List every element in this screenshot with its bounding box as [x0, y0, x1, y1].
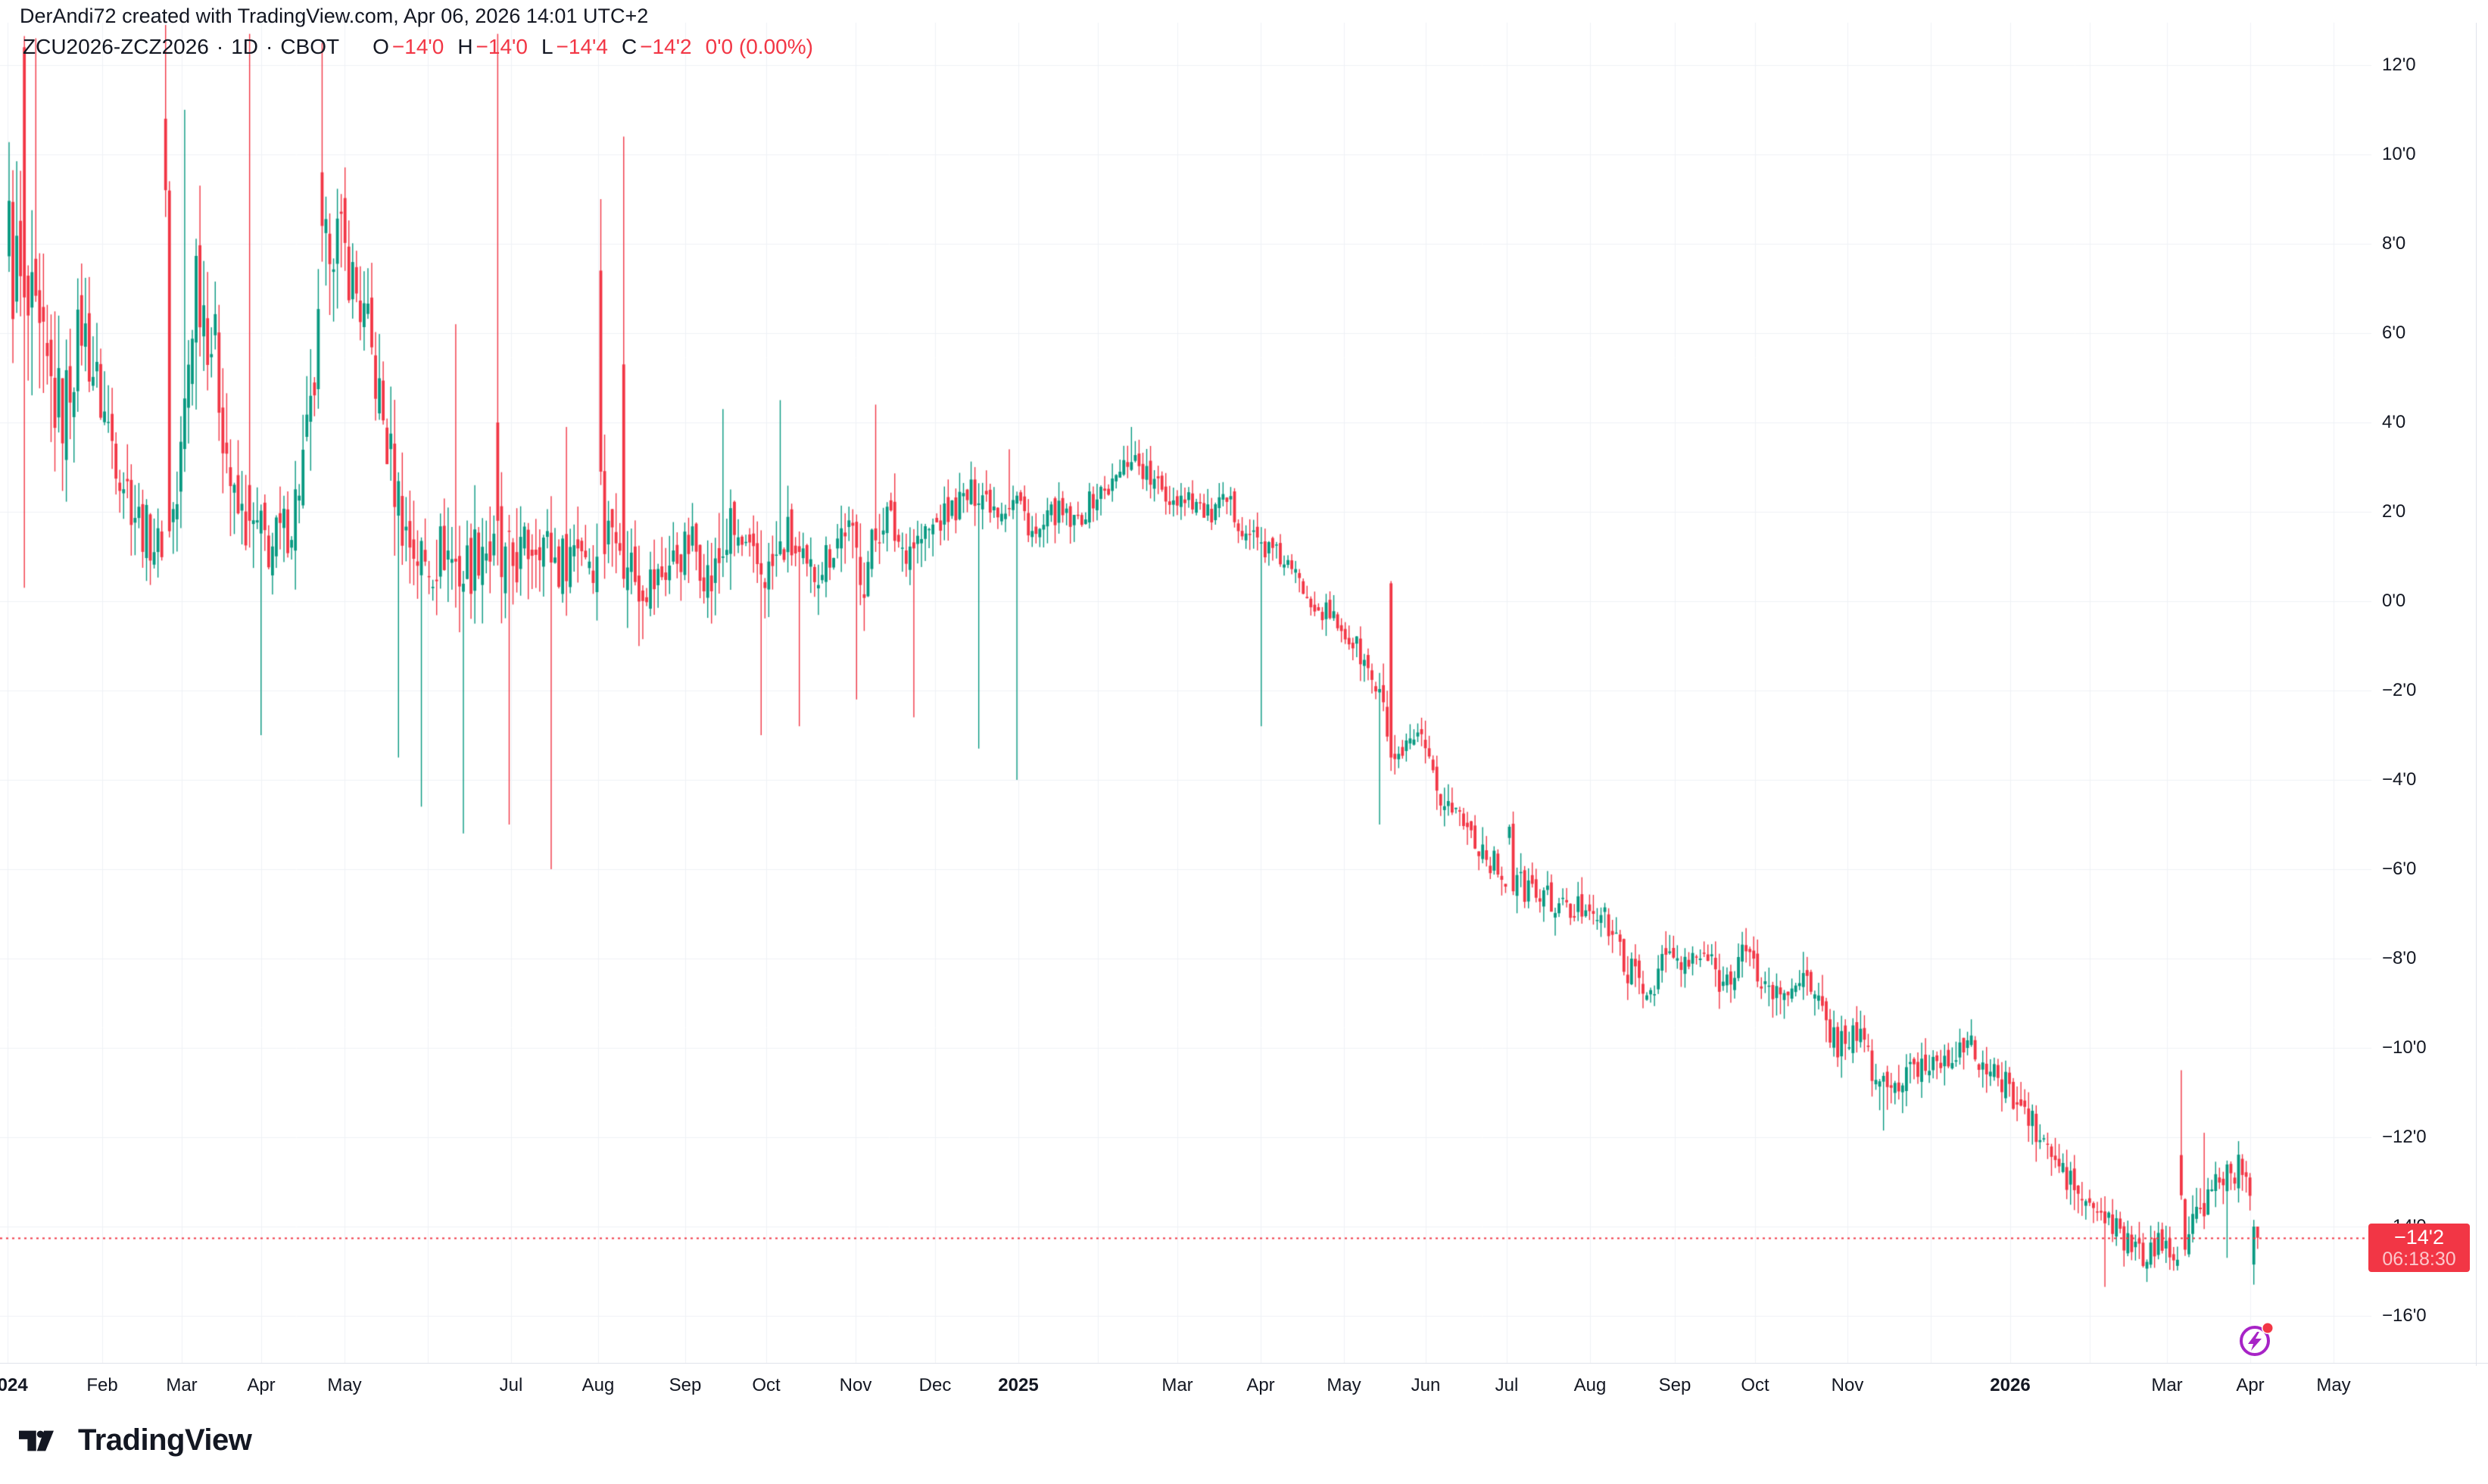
legend-separator: · — [266, 35, 273, 58]
time-axis-label[interactable]: Nov — [1831, 1375, 1864, 1395]
tradingview-logo[interactable]: TradingView — [19, 1423, 252, 1458]
time-axis-label[interactable]: 2025 — [998, 1375, 1039, 1395]
price-axis-label[interactable]: −10'0 — [2382, 1037, 2427, 1058]
time-axis-label[interactable]: 2024 — [0, 1375, 28, 1395]
legend-ohlc-key: L — [541, 35, 553, 58]
price-axis-label[interactable]: 0'0 — [2382, 591, 2406, 611]
time-axis-label[interactable]: Oct — [752, 1375, 781, 1395]
price-axis-label[interactable]: −12'0 — [2382, 1127, 2427, 1147]
legend-ohlc-value: −14'4 — [556, 35, 608, 58]
time-axis-label[interactable]: Oct — [1741, 1375, 1769, 1395]
time-axis-label[interactable]: May — [327, 1375, 362, 1395]
time-axis-label[interactable]: Mar — [2151, 1375, 2183, 1395]
price-axis-label[interactable]: 10'0 — [2382, 144, 2416, 164]
bar-countdown: 06:18:30 — [2382, 1249, 2456, 1270]
time-axis-label[interactable]: Jun — [1411, 1375, 1441, 1395]
time-axis-label[interactable]: Mar — [166, 1375, 198, 1395]
price-axis-label[interactable]: −6'0 — [2382, 859, 2417, 879]
time-axis-label[interactable]: Sep — [669, 1375, 702, 1395]
legend-separator: · — [216, 35, 224, 58]
legend-ohlc-key: H — [457, 35, 473, 58]
price-axis-label[interactable]: −4'0 — [2382, 769, 2417, 790]
time-axis-label[interactable]: Nov — [839, 1375, 872, 1395]
time-axis-label[interactable]: 2026 — [1990, 1375, 2031, 1395]
legend-interval[interactable]: 1D — [231, 35, 258, 58]
time-axis-label[interactable]: Dec — [918, 1375, 952, 1395]
time-axis-label[interactable]: Aug — [581, 1375, 615, 1395]
price-axis-border — [2476, 23, 2477, 1366]
time-axis-label[interactable]: Aug — [1573, 1375, 1607, 1395]
notification-dot — [2262, 1323, 2273, 1333]
time-axis-label[interactable]: Jul — [1495, 1375, 1519, 1395]
time-axis-label[interactable]: Apr — [247, 1375, 276, 1395]
time-axis-border — [0, 1363, 2488, 1364]
legend-ohlc-values: O −14'0 H −14'0 L −14'4 C −14'2 — [359, 35, 692, 59]
price-axis-label[interactable]: 4'0 — [2382, 412, 2406, 432]
legend-ohlc-key: O — [373, 35, 389, 58]
time-axis-label[interactable]: Apr — [1246, 1375, 1275, 1395]
last-price-label: −14'2 — [2394, 1226, 2444, 1249]
price-axis-label[interactable]: 2'0 — [2382, 501, 2406, 522]
tradingview-logo-text: TradingView — [78, 1423, 252, 1457]
legend-ohlc-value: −14'0 — [391, 35, 444, 58]
legend-ohlc-value: −14'0 — [475, 35, 528, 58]
time-axis-label[interactable]: Sep — [1658, 1375, 1691, 1395]
tradingview-logo-mark — [19, 1430, 54, 1451]
price-axis-label[interactable]: −8'0 — [2382, 948, 2417, 968]
price-axis-label[interactable]: 12'0 — [2382, 55, 2416, 75]
last-price-badge[interactable]: −14'2 06:18:30 — [2368, 1224, 2470, 1272]
price-axis-label[interactable]: −2'0 — [2382, 680, 2417, 700]
time-axis-label[interactable]: Feb — [86, 1375, 118, 1395]
legend-ohlc-key: C — [621, 35, 638, 58]
legend-ohlc-value: −14'2 — [640, 35, 692, 58]
lightning-bolt-glyph — [2248, 1332, 2262, 1351]
legend-symbol[interactable]: ZCU2026-ZCZ2026 — [23, 35, 209, 58]
price-axis-label[interactable]: −16'0 — [2382, 1305, 2427, 1326]
lightning-events-icon[interactable] — [2238, 1321, 2274, 1358]
time-axis-label[interactable]: Jul — [499, 1375, 523, 1395]
symbol-legend: ZCU2026-ZCZ2026 · 1D · CBOT O −14'0 H −14'0… — [23, 35, 813, 59]
time-axis-label[interactable]: Apr — [2236, 1375, 2265, 1395]
price-axis-label[interactable]: 6'0 — [2382, 323, 2406, 343]
time-axis-label[interactable]: May — [1327, 1375, 1361, 1395]
time-axis-label[interactable]: Mar — [1161, 1375, 1193, 1395]
legend-exchange: CBOT — [280, 35, 340, 58]
legend-change: 0'0 (0.00%) — [705, 35, 813, 58]
time-axis-label[interactable]: May — [2316, 1375, 2351, 1395]
attribution-text: DerAndi72 created with TradingView.com, … — [20, 5, 649, 27]
price-axis-label[interactable]: 8'0 — [2382, 233, 2406, 254]
